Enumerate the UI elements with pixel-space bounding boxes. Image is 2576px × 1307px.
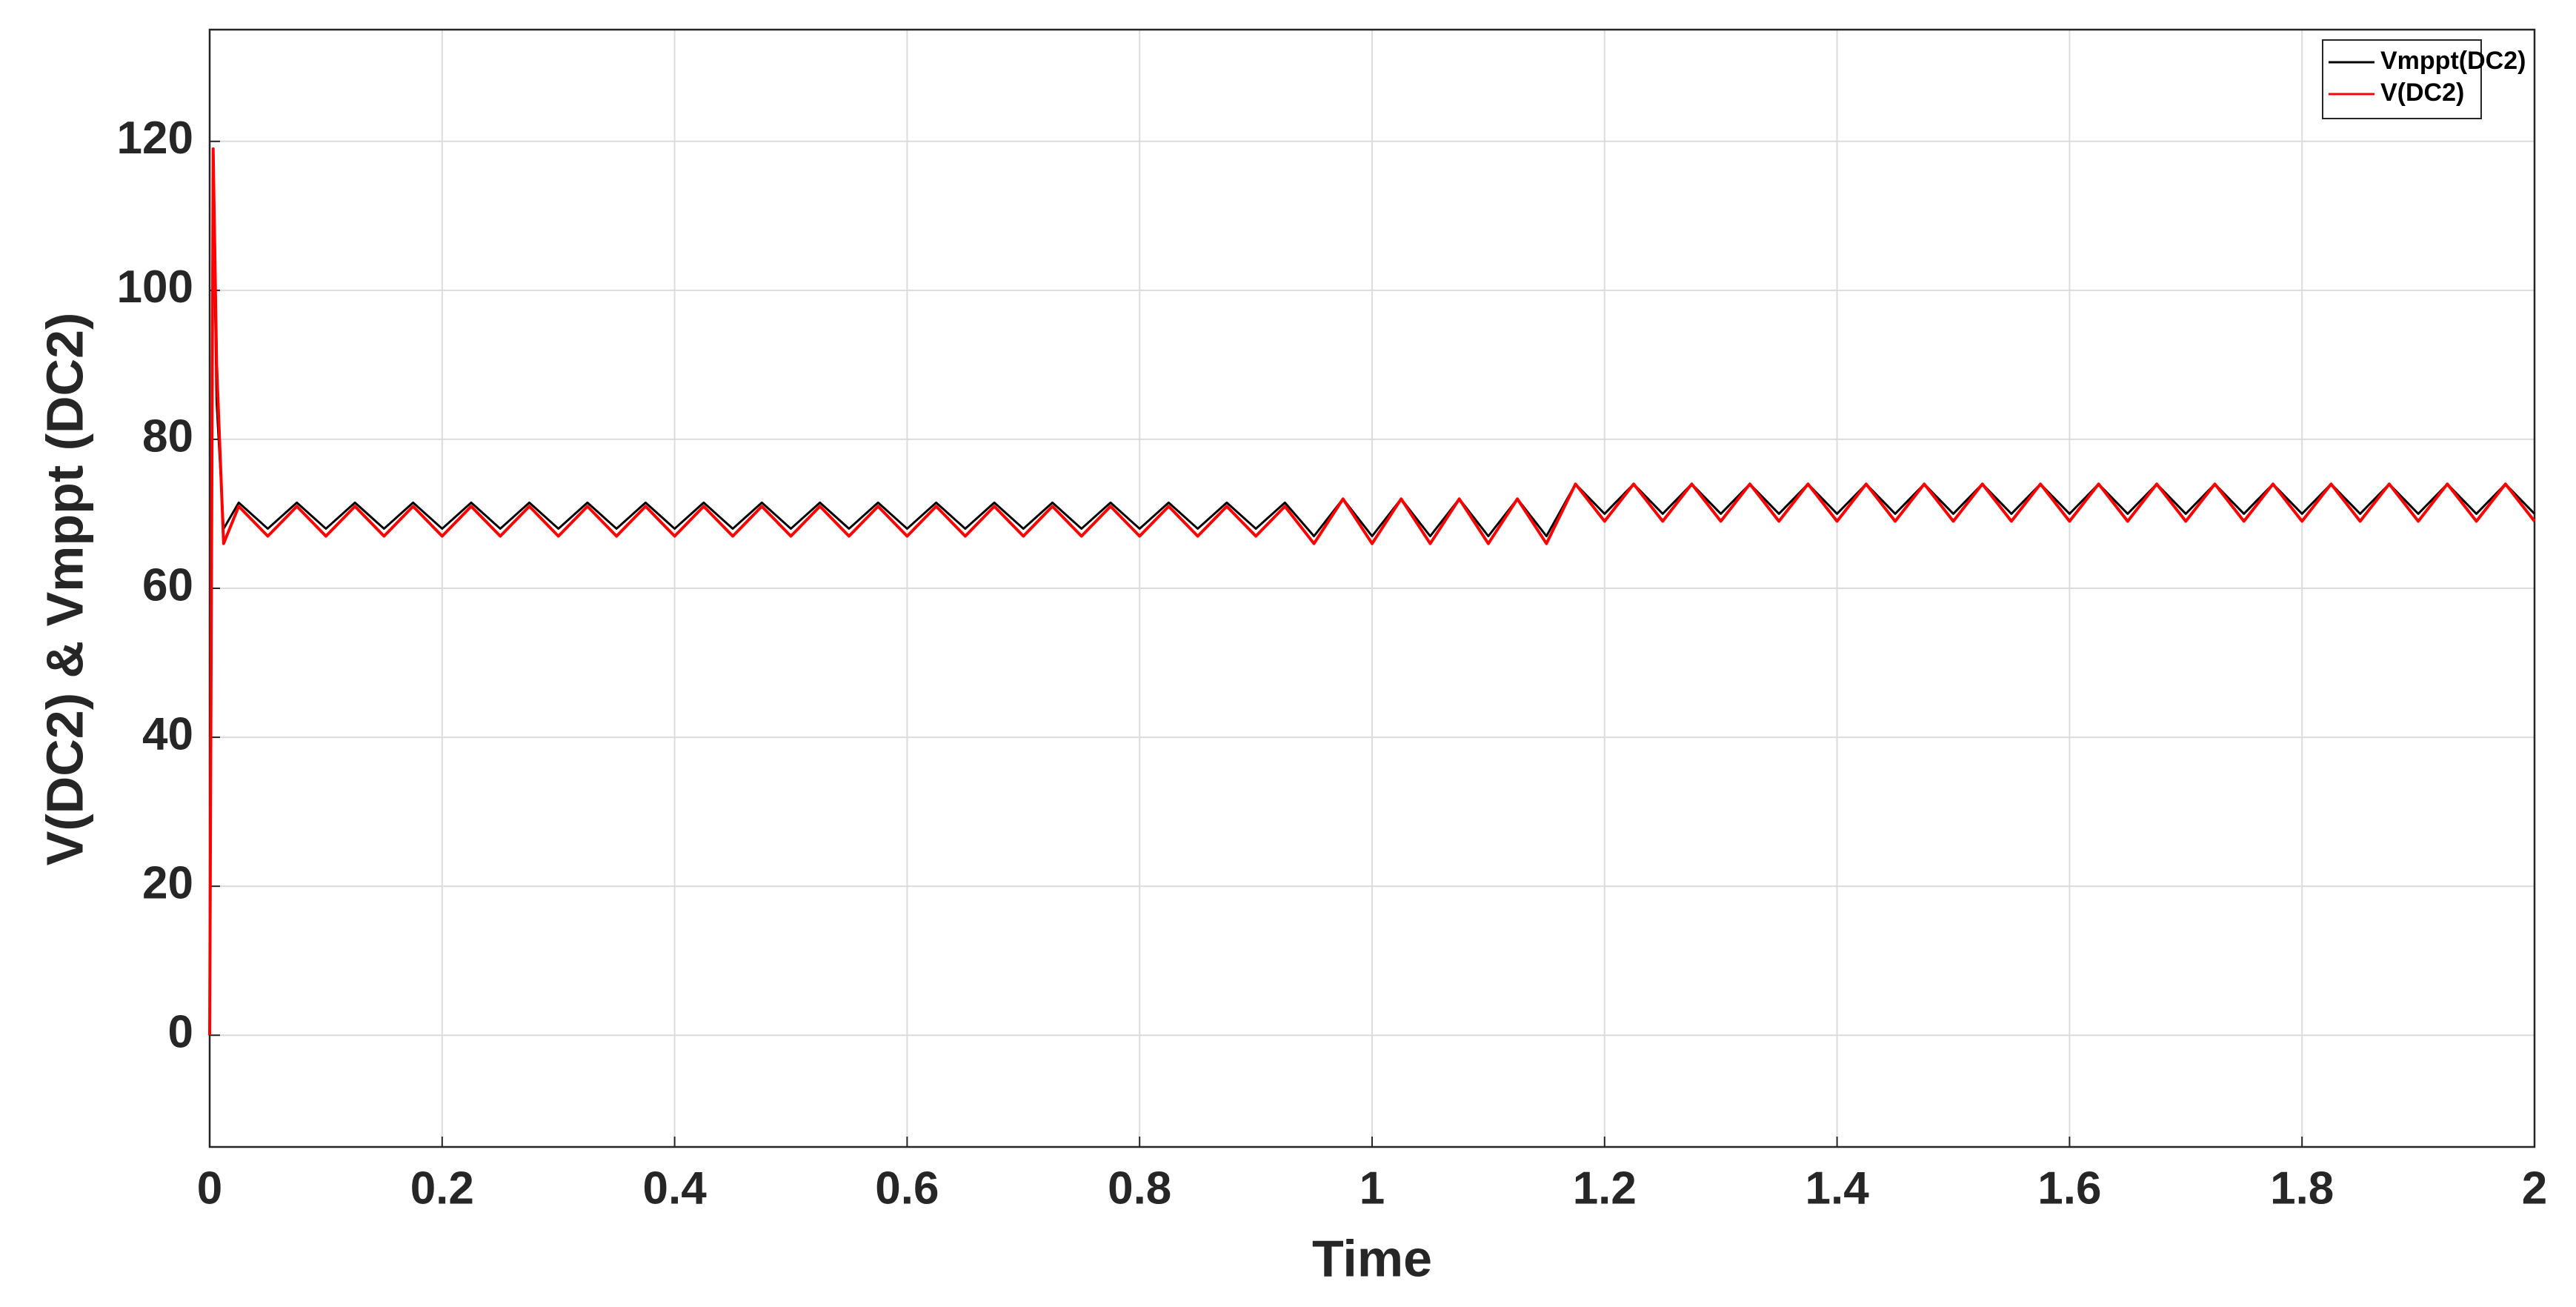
x-tick-label: 1.6 bbox=[2037, 1163, 2101, 1214]
x-tick-label: 0.4 bbox=[642, 1163, 707, 1214]
x-tick-label: 0.2 bbox=[410, 1163, 474, 1214]
x-tick-label: 1 bbox=[1359, 1163, 1385, 1214]
y-tick-label: 120 bbox=[117, 113, 193, 164]
series-line bbox=[208, 177, 2536, 1036]
y-tick-label: 80 bbox=[142, 410, 193, 462]
x-axis-label: Time bbox=[1312, 1229, 1432, 1287]
y-tick-label: 0 bbox=[168, 1007, 193, 1058]
x-tick-label: 1.8 bbox=[2270, 1163, 2334, 1214]
series-line bbox=[208, 147, 2536, 1036]
x-tick-label: 0.6 bbox=[875, 1163, 939, 1214]
plot-frame bbox=[208, 28, 2536, 1148]
x-tick-label: 1.4 bbox=[1805, 1163, 1869, 1214]
y-tick-label: 60 bbox=[142, 559, 193, 611]
y-tick-label: 40 bbox=[142, 708, 193, 759]
y-axis-label: V(DC2) & Vmppt (DC2) bbox=[36, 313, 93, 866]
x-tick-label: 2 bbox=[2522, 1163, 2547, 1214]
x-tick-label: 0 bbox=[197, 1163, 222, 1214]
legend-label: V(DC2) bbox=[2380, 79, 2464, 107]
y-tick-label: 100 bbox=[117, 262, 193, 313]
y-tick-label: 20 bbox=[142, 858, 193, 909]
x-tick-label: 0.8 bbox=[1108, 1163, 1171, 1214]
legend-box bbox=[2322, 39, 2482, 119]
legend-label: Vmppt(DC2) bbox=[2380, 47, 2526, 75]
x-tick-label: 1.2 bbox=[1573, 1163, 1637, 1214]
